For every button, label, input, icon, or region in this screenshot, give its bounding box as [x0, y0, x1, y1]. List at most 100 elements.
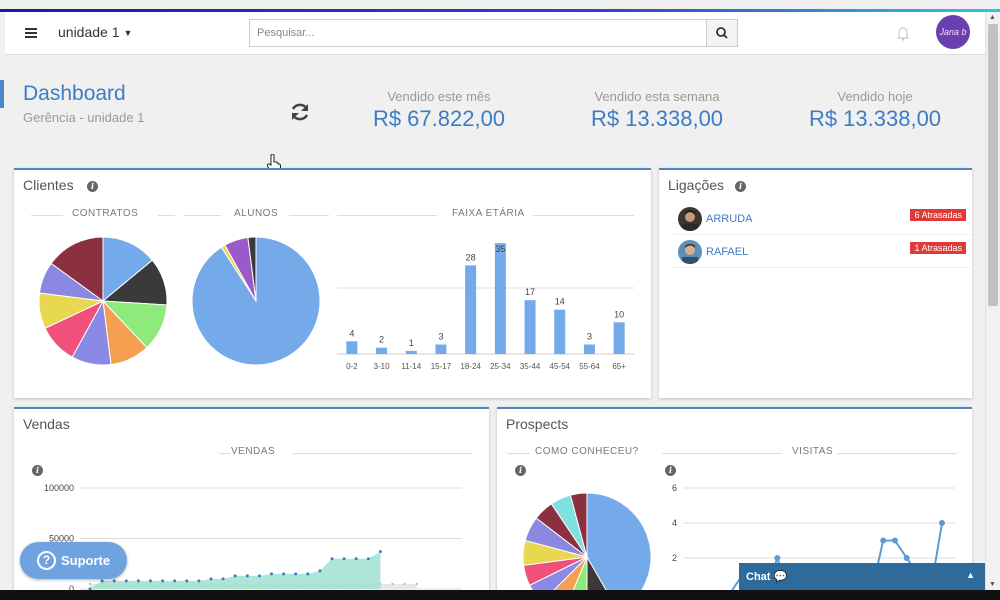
refresh-icon[interactable]: [289, 101, 311, 123]
menu-icon[interactable]: [25, 28, 37, 38]
info-icon[interactable]: i: [87, 181, 98, 192]
sales-point[interactable]: [221, 577, 225, 581]
scrollbar-thumb[interactable]: [988, 24, 998, 306]
bar[interactable]: [613, 322, 625, 354]
y-tick-label: 0: [69, 584, 74, 594]
sales-point[interactable]: [306, 572, 310, 576]
como-conheceu-slice[interactable]: [586, 555, 619, 597]
bell-icon[interactable]: [895, 25, 911, 41]
sales-point[interactable]: [136, 579, 140, 583]
sales-point[interactable]: [366, 557, 370, 561]
info-icon[interactable]: i: [665, 465, 676, 476]
x-tick-label: 0-2: [346, 362, 358, 371]
bar[interactable]: [376, 347, 388, 354]
info-icon[interactable]: i: [735, 181, 746, 192]
question-icon: ?: [37, 551, 56, 570]
list-item[interactable]: RAFAEL 1 Atrasadas: [673, 236, 971, 268]
list-item[interactable]: ARRUDA 6 Atrasadas: [673, 203, 971, 235]
visits-point[interactable]: [939, 520, 945, 526]
sales-point[interactable]: [294, 572, 298, 576]
bar[interactable]: [346, 341, 358, 354]
chat-bubble-icon: 💬: [773, 571, 788, 583]
bar[interactable]: [494, 243, 506, 354]
card-title: Ligações: [668, 177, 725, 193]
scroll-up-icon[interactable]: ▲: [989, 14, 996, 21]
sales-point[interactable]: [342, 557, 346, 561]
sales-point[interactable]: [149, 579, 152, 583]
chevron-up-icon[interactable]: ▲: [966, 570, 975, 580]
sales-point[interactable]: [245, 574, 249, 578]
page-title: Dashboard: [23, 82, 126, 105]
como-conheceu-slice[interactable]: [586, 492, 652, 597]
info-icon[interactable]: i: [32, 465, 43, 476]
visits-point[interactable]: [903, 555, 910, 561]
search-icon: [716, 27, 728, 39]
unit-dropdown[interactable]: unidade 1 ▼: [58, 24, 132, 40]
bar-value-label: 1: [409, 338, 414, 348]
chat-label: Chat: [746, 571, 771, 583]
bar-value-label: 4: [349, 328, 354, 338]
bar[interactable]: [465, 265, 477, 354]
visits-point[interactable]: [774, 555, 781, 561]
sales-point[interactable]: [173, 579, 177, 583]
contact-name[interactable]: ARRUDA: [706, 213, 753, 225]
stat-sold-week: Vendido esta semana R$ 13.338,00: [567, 89, 747, 132]
page-subtitle: Gerência - unidade 1: [23, 110, 145, 125]
sales-point[interactable]: [185, 579, 189, 583]
scroll-down-icon[interactable]: ▼: [989, 581, 996, 588]
section-label: ALUNOS: [234, 208, 279, 219]
stat-label: Vendido hoje: [837, 89, 913, 104]
bar[interactable]: [583, 344, 595, 355]
search-input[interactable]: [249, 19, 707, 47]
sales-point[interactable]: [270, 572, 273, 576]
user-avatar[interactable]: Jana b: [936, 15, 970, 49]
y-tick-label: 2: [672, 553, 677, 563]
support-label: Suporte: [61, 553, 111, 568]
active-nav-marker: [0, 80, 4, 108]
como-conheceu-slice[interactable]: [569, 492, 588, 558]
sales-point[interactable]: [197, 579, 201, 583]
bar-value-label: 14: [555, 297, 565, 307]
section-vendas: VENDAS: [31, 446, 472, 460]
section-label: COMO CONHECEU?: [535, 446, 639, 457]
sales-point[interactable]: [233, 574, 237, 578]
bar[interactable]: [524, 300, 536, 354]
reference-point: [88, 582, 92, 586]
sales-point[interactable]: [330, 557, 334, 561]
sales-point[interactable]: [100, 579, 104, 583]
contratos-slice[interactable]: [102, 236, 154, 303]
chat-widget[interactable]: Chat 💬 ▲: [739, 563, 985, 590]
bar[interactable]: [405, 350, 417, 354]
section-visitas: VISITAS: [662, 446, 957, 460]
info-icon[interactable]: i: [515, 465, 526, 476]
status-badge: 6 Atrasadas: [910, 209, 966, 221]
sales-point[interactable]: [88, 587, 92, 591]
visits-point[interactable]: [891, 537, 898, 544]
bar[interactable]: [435, 344, 447, 355]
sales-point[interactable]: [378, 550, 382, 554]
alunos-slice[interactable]: [247, 236, 257, 302]
reference-point: [403, 582, 406, 586]
sales-point[interactable]: [161, 579, 165, 583]
sales-point[interactable]: [354, 557, 358, 561]
bar-faixa-etaria: 4 0-2 2 3-10 1 11-14 3 15-17 28 18-24 35 25-34 17 35-…: [337, 243, 634, 371]
y-tick-label: 4: [672, 518, 677, 528]
contratos-slice[interactable]: [50, 236, 104, 302]
sales-point[interactable]: [282, 572, 286, 576]
support-button[interactable]: ? Suporte: [20, 542, 127, 579]
sales-point[interactable]: [209, 577, 213, 581]
sales-point[interactable]: [318, 569, 322, 573]
bar[interactable]: [554, 309, 566, 354]
stat-value: R$ 13.338,00: [590, 106, 724, 131]
contact-name[interactable]: RAFAEL: [706, 246, 749, 258]
sales-point[interactable]: [257, 574, 261, 578]
search-button[interactable]: [706, 19, 738, 47]
sales-point[interactable]: [124, 579, 128, 583]
top-navbar: unidade 1▼ Jana b: [5, 12, 985, 55]
visits-point[interactable]: [880, 537, 887, 544]
pie-como-conheceu: [522, 492, 652, 597]
page-scrollbar[interactable]: ▲ ▼: [985, 12, 1000, 590]
pie-alunos: [191, 236, 321, 366]
vendas-chart: 100000 50000 0: [44, 483, 462, 594]
sales-point[interactable]: [112, 579, 116, 583]
